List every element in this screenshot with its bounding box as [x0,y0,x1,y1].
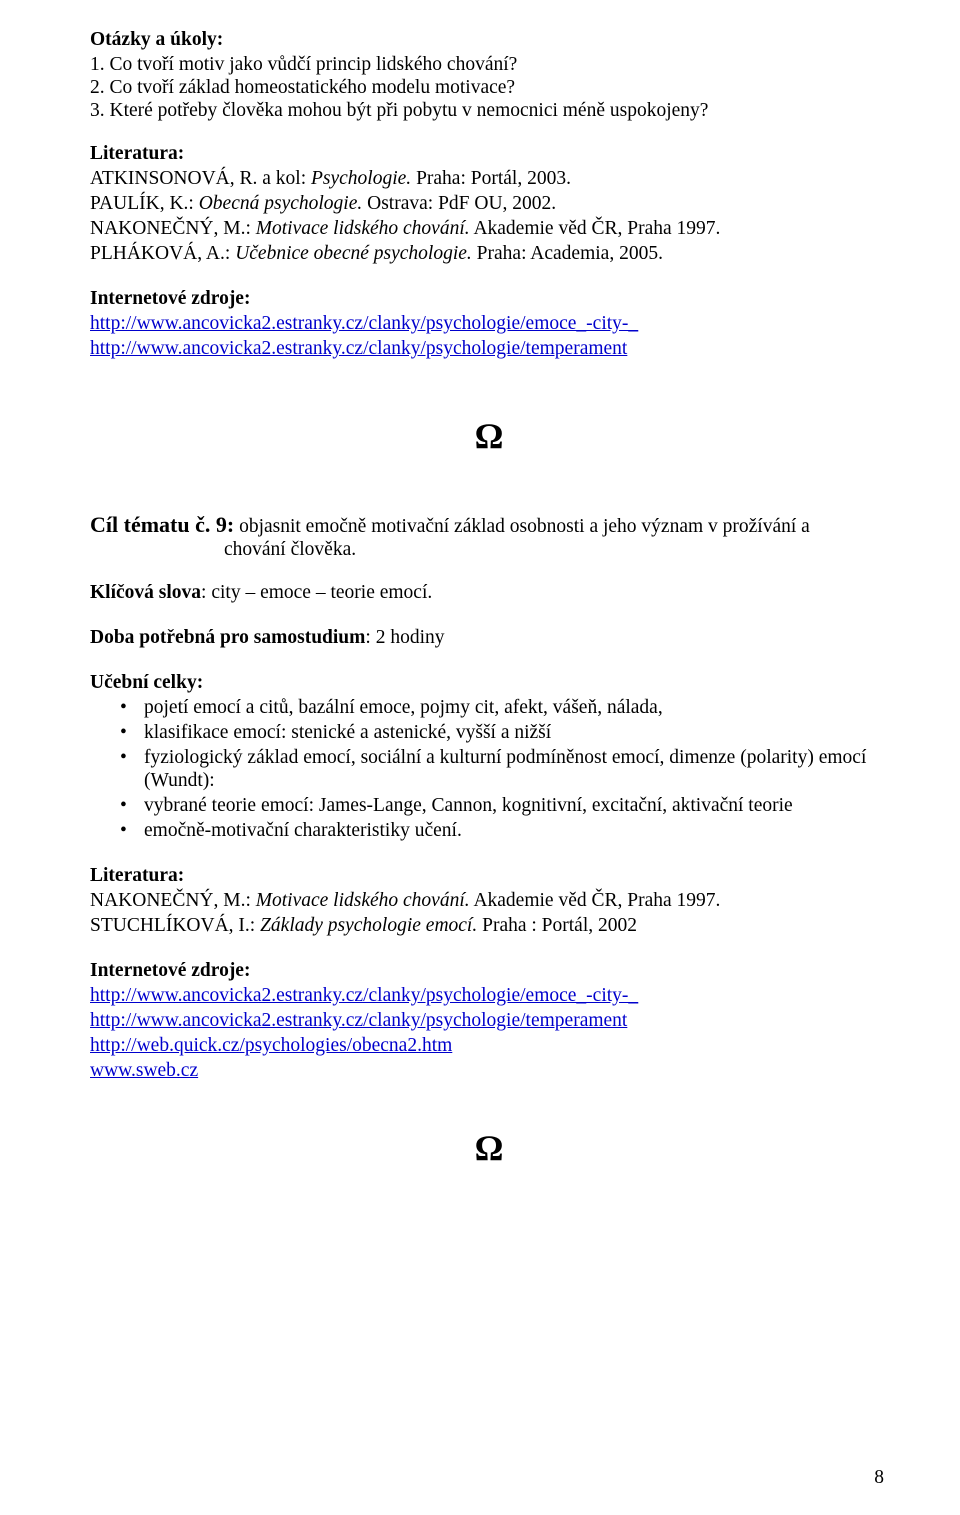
inet-link[interactable]: http://www.ancovicka2.estranky.cz/clanky… [90,313,638,334]
lit-title: Učebnice obecné psychologie. [235,243,472,264]
literature-2-heading: Literatura: [90,864,888,887]
lit-rest: Akademie věd ČR, Praha 1997. [470,890,721,911]
topic-goal-label: Cíl tématu č. 9: [90,512,234,537]
inet-link[interactable]: http://www.ancovicka2.estranky.cz/clanky… [90,985,638,1006]
keywords-line: Klíčová slova: city – emoce – teorie emo… [90,581,888,604]
lit-author: NAKONEČNÝ, M.: [90,218,256,239]
list-item: vybrané teorie emocí: James-Lange, Canno… [144,794,888,817]
lit-rest: Akademie věd ČR, Praha 1997. [470,218,721,239]
keywords-label: Klíčová slova [90,582,201,603]
questions-heading: Otázky a úkoly: [90,28,888,51]
topic-goal-line-2: chování člověka. [90,538,888,561]
omega-divider-icon: Ω [90,1130,888,1166]
inet-link[interactable]: http://www.ancovicka2.estranky.cz/clanky… [90,338,627,359]
lit-title: Psychologie. [311,168,411,189]
lit-title: Obecná psychologie. [199,193,363,214]
inet-link[interactable]: http://www.ancovicka2.estranky.cz/clanky… [90,1010,627,1031]
learning-units-list: pojetí emocí a citů, bazální emoce, pojm… [90,696,888,842]
list-item: fyziologický základ emocí, sociální a ku… [144,746,888,792]
literature-1-item: PAULÍK, K.: Obecná psychologie. Ostrava:… [90,192,888,215]
list-item: klasifikace emocí: stenické a astenické,… [144,721,888,744]
lit-author: NAKONEČNÝ, M.: [90,890,256,911]
inet-1-heading: Internetové zdroje: [90,287,888,310]
inet-link[interactable]: www.sweb.cz [90,1060,198,1081]
lit-rest: Ostrava: PdF OU, 2002. [362,193,556,214]
literature-1-item: PLHÁKOVÁ, A.: Učebnice obecné psychologi… [90,242,888,265]
list-item: emočně-motivační charakteristiky učení. [144,819,888,842]
learning-units-heading: Učební celky: [90,671,888,694]
study-time-text: : 2 hodiny [365,627,444,648]
lit-author: ATKINSONOVÁ, R. a kol: [90,168,311,189]
lit-author: PAULÍK, K.: [90,193,199,214]
topic-goal-text-1: objasnit emočně motivační základ osobnos… [234,516,810,537]
lit-rest: Praha : Portál, 2002 [477,915,637,936]
lit-rest: Praha: Portál, 2003. [411,168,571,189]
literature-2-item: NAKONEČNÝ, M.: Motivace lidského chování… [90,889,888,912]
keywords-text: : city – emoce – teorie emocí. [201,582,432,603]
document-page: Otázky a úkoly: 1. Co tvoří motiv jako v… [0,0,960,1515]
lit-author: PLHÁKOVÁ, A.: [90,243,235,264]
page-number: 8 [874,1466,884,1489]
questions-list: 1. Co tvoří motiv jako vůdčí princip lid… [90,53,888,122]
topic-goal-line-1: Cíl tématu č. 9: objasnit emočně motivač… [90,512,888,538]
question-2: 2. Co tvoří základ homeostatického model… [90,76,888,99]
literature-2-item: STUCHLÍKOVÁ, I.: Základy psychologie emo… [90,914,888,937]
lit-author: STUCHLÍKOVÁ, I.: [90,915,260,936]
literature-1-heading: Literatura: [90,142,888,165]
lit-rest: Praha: Academia, 2005. [472,243,663,264]
literature-1-item: ATKINSONOVÁ, R. a kol: Psychologie. Prah… [90,167,888,190]
study-time-line: Doba potřebná pro samostudium: 2 hodiny [90,626,888,649]
study-time-label: Doba potřebná pro samostudium [90,627,365,648]
question-1: 1. Co tvoří motiv jako vůdčí princip lid… [90,53,888,76]
lit-title: Základy psychologie emocí. [260,915,477,936]
inet-2-heading: Internetové zdroje: [90,959,888,982]
omega-divider-icon: Ω [90,418,888,454]
question-3: 3. Které potřeby člověka mohou být při p… [90,99,888,122]
lit-title: Motivace lidského chování. [256,890,470,911]
literature-1-item: NAKONEČNÝ, M.: Motivace lidského chování… [90,217,888,240]
list-item: pojetí emocí a citů, bazální emoce, pojm… [144,696,888,719]
lit-title: Motivace lidského chování. [256,218,470,239]
inet-link[interactable]: http://web.quick.cz/psychologies/obecna2… [90,1035,452,1056]
